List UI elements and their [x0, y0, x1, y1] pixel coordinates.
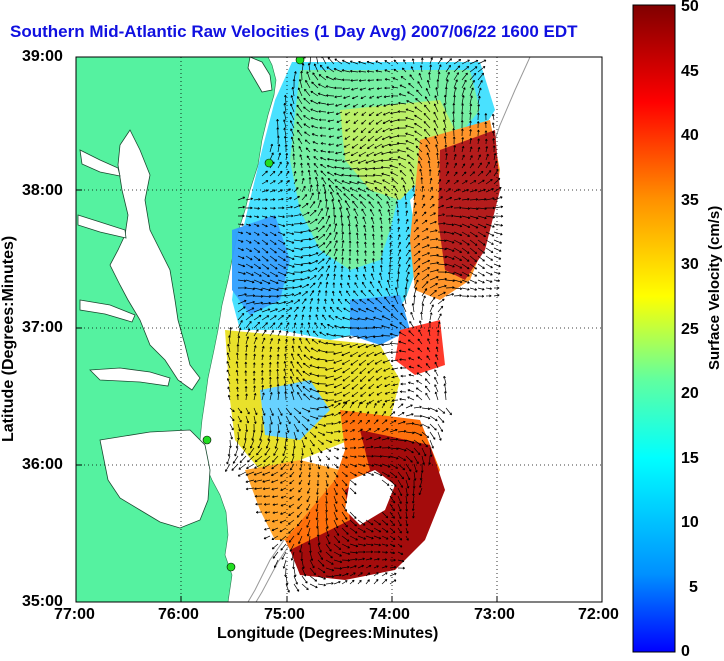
y-tick-label: 36:00 [22, 456, 63, 473]
x-tick-label: 76:00 [158, 606, 199, 623]
y-tick-label: 37:00 [22, 319, 63, 336]
colorbar-tick: 20 [681, 385, 699, 402]
radar-station [264, 158, 274, 168]
axis-ticks [76, 189, 498, 602]
colorbar [632, 4, 676, 653]
radar-station [226, 562, 236, 572]
grid-lines [76, 57, 602, 602]
delaware-bay [247, 57, 273, 93]
x-tick-label: 77:00 [54, 606, 95, 623]
y-tick-label: 39:00 [22, 48, 63, 65]
colorbar-tick: 15 [681, 450, 699, 467]
pamlico-sound [99, 429, 211, 529]
river-3 [79, 299, 136, 323]
x-tick-label: 73:00 [474, 606, 515, 623]
y-tick-label: 35:00 [22, 593, 63, 610]
colorbar-tick: 50 [681, 0, 699, 15]
colorbar-tick: 35 [681, 192, 699, 209]
river-1 [79, 149, 121, 177]
river-2 [77, 214, 127, 239]
colorbar-tick: 30 [681, 256, 699, 273]
x-tick-label: 72:00 [578, 606, 619, 623]
bay-water [109, 129, 201, 391]
colorbar-tick: 25 [681, 321, 699, 338]
colorbar-tick: 45 [681, 63, 699, 80]
x-tick-label: 74:00 [369, 606, 410, 623]
radar-station [295, 57, 305, 65]
colorbar-tick: 40 [681, 127, 699, 144]
x-axis-label: Longitude (Degrees:Minutes) [217, 625, 439, 642]
colorbar-tick: 0 [681, 643, 690, 660]
colorbar-label: Surface Velocity (cm/s) [706, 205, 723, 370]
y-axis-label: Latitude (Degrees:Minutes) [0, 235, 17, 442]
river-4 [89, 367, 171, 387]
radar-station [202, 435, 212, 445]
colorbar-tick: 5 [689, 579, 698, 596]
y-tick-label: 38:00 [22, 182, 63, 199]
x-tick-label: 75:00 [264, 606, 305, 623]
map-title: Southern Mid-Atlantic Raw Velocities (1 … [10, 22, 578, 41]
colorbar-tick: 10 [681, 514, 699, 531]
